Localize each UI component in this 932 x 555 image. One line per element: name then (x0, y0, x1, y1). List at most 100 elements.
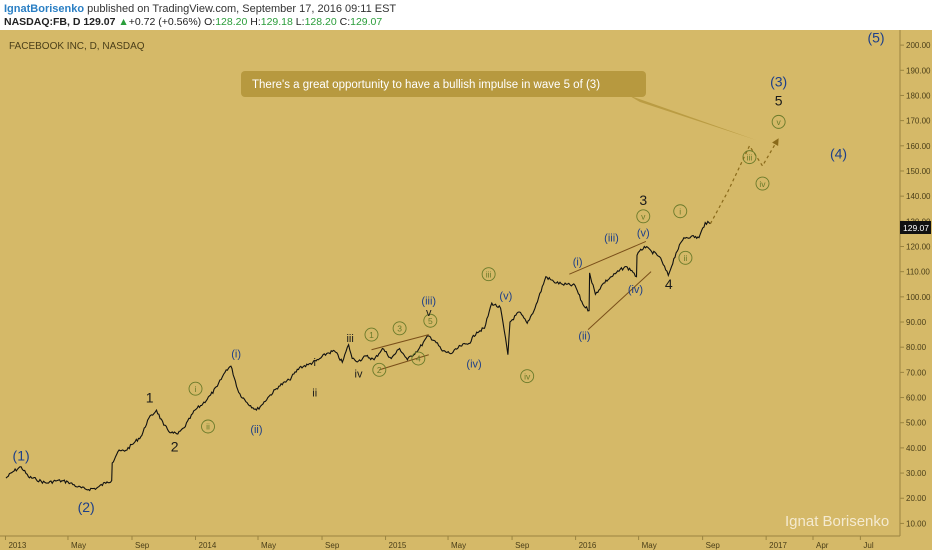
wave-circle (364, 327, 379, 342)
y-tick-label: 160.00 (906, 142, 931, 151)
y-tick-label: 200.00 (906, 41, 931, 50)
wave-label: 2 (171, 439, 179, 455)
wave-label: 2 (372, 362, 387, 377)
y-tick-label: 40.00 (906, 444, 927, 453)
wave-circle (742, 150, 757, 165)
y-tick-label: 110.00 (906, 268, 930, 277)
y-tick-label: 120.00 (906, 242, 931, 251)
chart-header: IgnatBorisenko published on TradingView.… (0, 0, 932, 30)
y-tick-label: 10.00 (906, 519, 927, 528)
x-tick-label: 2016 (579, 541, 597, 550)
x-tick-label: Apr (816, 541, 829, 550)
wave-circle (673, 204, 688, 219)
y-tick-label: 140.00 (906, 192, 931, 201)
wave-label: (2) (78, 499, 95, 515)
chart-title: FACEBOOK INC, D, NASDAQ (9, 41, 145, 52)
wave-circle (481, 267, 496, 282)
open-label: O: (204, 16, 216, 28)
x-tick-label: Sep (515, 541, 530, 550)
wave-label-text: (iv) (466, 358, 481, 370)
y-tick-label: 50.00 (906, 419, 927, 428)
wave-label: (3) (770, 74, 787, 90)
wave-label-text: (1) (13, 447, 30, 463)
wave-label: 5 (423, 313, 438, 328)
author-link[interactable]: IgnatBorisenko (4, 3, 85, 15)
last-price: 129.07 (83, 16, 116, 28)
price-series-line (5, 220, 711, 492)
wave-label: (ii) (578, 331, 590, 343)
wave-circle (678, 250, 693, 265)
ohlc-line: NASDAQ:FB, D 129.07 ▲+0.72 (+0.56%) O: 12… (4, 16, 382, 28)
wave-label: 3 (392, 321, 407, 336)
annotation-callout[interactable] (241, 71, 646, 97)
wave-label-text: (ii) (578, 331, 590, 343)
wave-label: (5) (867, 29, 884, 45)
x-tick-label: Jul (863, 541, 873, 550)
wave-label-text: (4) (830, 145, 847, 161)
wave-label-text: iii (486, 269, 492, 279)
high-value: 129.18 (260, 16, 293, 28)
wave-label-text: (iv) (628, 284, 643, 296)
wave-label: 4 (411, 351, 426, 366)
y-tick-label: 30.00 (906, 469, 927, 478)
y-tick-label: 170.00 (906, 117, 931, 126)
wave-circle (201, 419, 215, 434)
wave-label: iv (355, 368, 363, 380)
x-axis: 2013 May Sep 2014 May Sep 2015 May Sep 2016 May Sep… (4, 536, 874, 550)
wave-label: (iii) (421, 295, 436, 307)
wave-label: 1 (364, 327, 379, 342)
wave-label: (ii) (250, 424, 262, 436)
publish-info: published on TradingView.com, September … (87, 3, 397, 15)
wave-label: v (426, 307, 432, 319)
forecast-path-line (709, 137, 780, 224)
y-tick-label: 60.00 (906, 394, 927, 403)
y-axis: 10.00 20.00 30.00 40.00 50.00 60.00 70.00 80.00… (900, 41, 931, 528)
wave-label: 1 (146, 389, 154, 405)
wave-label-text: 1 (369, 330, 374, 340)
wave-label-text: iv (759, 179, 766, 189)
wave-label: iv (755, 176, 770, 191)
wave-label: i (188, 381, 203, 396)
wave-label: i (673, 204, 688, 219)
wave-label: (i) (231, 348, 241, 360)
x-tick-label: 2015 (389, 541, 407, 550)
price-change: +0.72 (+0.56%) (128, 16, 202, 28)
trend-lines (371, 241, 652, 371)
wave-label: (v) (637, 228, 650, 240)
price-chart[interactable]: FACEBOOK INC, D, NASDAQ Ignat Borisenko … (0, 29, 932, 550)
wave-label-text: 4 (665, 276, 673, 292)
wave-label: 5 (775, 92, 783, 108)
wave-label-text: iv (355, 368, 363, 380)
price-axis-panel[interactable] (900, 30, 932, 550)
wave-label-text: ii (312, 387, 317, 399)
wave-label-text: 2 (171, 439, 179, 455)
wave-circle (392, 321, 407, 336)
up-arrow-icon: ▲ (118, 16, 129, 28)
watermark: Ignat Borisenko (785, 513, 889, 530)
wave-label: (iii) (604, 233, 619, 245)
symbol-label: NASDAQ:FB, D (4, 16, 81, 28)
x-tick-label: May (642, 541, 657, 550)
wave-label-text: v (641, 211, 646, 221)
wave-label-text: 2 (377, 365, 382, 375)
y-tick-label: 190.00 (906, 66, 931, 75)
forecast-arrowhead-icon (772, 138, 779, 147)
wave-label-text: 5 (428, 316, 433, 326)
wave-label: iii (481, 267, 496, 282)
wave-label: v (771, 114, 786, 129)
wave-label-text: iv (524, 371, 531, 381)
wave-label-text: 1 (146, 389, 154, 405)
wave-label: ii (678, 250, 693, 265)
wave-label: ii (201, 419, 215, 434)
close-label: C: (339, 16, 351, 28)
wave-label-text: i (314, 357, 316, 369)
y-tick-label: 180.00 (906, 91, 931, 100)
trend-line (371, 334, 429, 351)
chart-area[interactable]: FACEBOOK INC, D, NASDAQ Ignat Borisenko … (0, 29, 932, 550)
wave-label: (iv) (466, 358, 481, 370)
y-tick-label: 70.00 (906, 368, 927, 377)
wave-label: (i) (573, 256, 583, 268)
wave-label-text: 5 (775, 92, 783, 108)
x-tick-label: 2014 (199, 541, 217, 550)
wave-label: (1) (13, 447, 30, 463)
